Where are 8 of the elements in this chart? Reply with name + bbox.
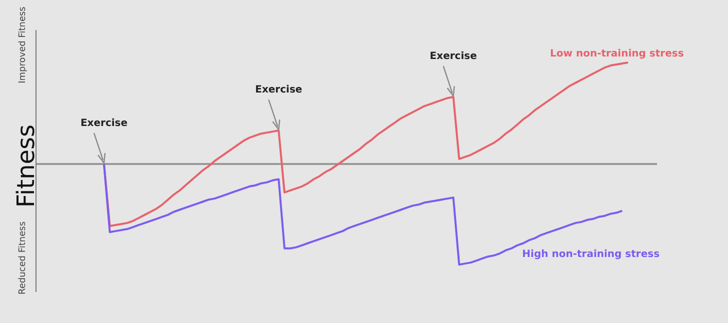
series-label: Low non-training stress xyxy=(550,48,684,60)
text: Reduced Fitness xyxy=(18,221,28,295)
text: Improved Fitness xyxy=(18,6,28,84)
series-label: High non-training stress xyxy=(522,248,660,260)
annotation: Exercise xyxy=(255,84,302,96)
y-axis-title: Fitness xyxy=(12,124,40,208)
text: Exercise xyxy=(430,51,478,62)
annotation: Exercise xyxy=(80,118,128,130)
